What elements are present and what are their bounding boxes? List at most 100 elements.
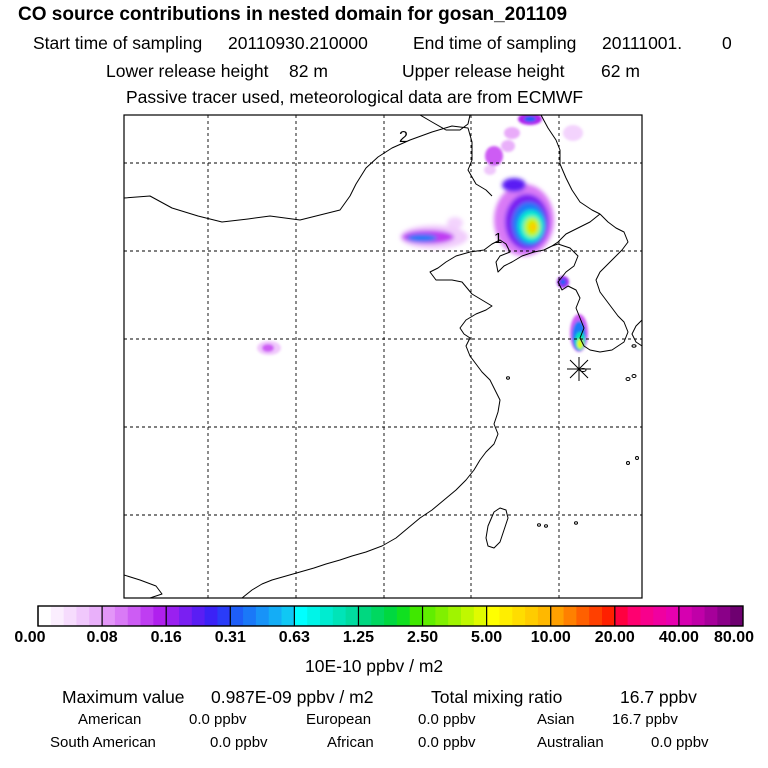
colorbar-cell	[255, 606, 270, 626]
colorbar-cell	[717, 606, 731, 626]
colorbar-cell	[422, 606, 436, 626]
total-mixing-value: 16.7 ppbv	[620, 687, 697, 707]
colorbar-tick-label: 0.31	[214, 629, 246, 646]
end-time-hour: 0	[722, 33, 732, 53]
colorbar-tick-label: 0.08	[86, 629, 118, 646]
colorbar-cell	[537, 606, 552, 626]
colorbar-cell	[179, 606, 193, 626]
colorbar-cell	[678, 606, 693, 626]
plume-beijing	[400, 217, 468, 249]
colorbar-cell	[204, 606, 218, 626]
tracer-note: Passive tracer used, meteorological data…	[126, 87, 584, 107]
region-name-australian: Australian	[537, 734, 604, 751]
map-label-2: 2	[399, 129, 408, 146]
coastlines	[124, 115, 642, 598]
colorbar-cell	[38, 606, 52, 626]
plume-bohai	[494, 178, 554, 256]
colorbar-cell	[230, 606, 244, 626]
colorbar-cell	[653, 606, 667, 626]
upper-height-label: Upper release height	[402, 61, 565, 81]
region-value-asian: 16.7 ppbv	[612, 711, 678, 728]
colorbar-tick-label: 0.16	[150, 629, 182, 646]
colorbar-cell	[666, 606, 680, 626]
map-label-1: 1	[494, 230, 502, 247]
region-value-african: 0.0 ppbv	[418, 734, 476, 751]
colorbar-cell	[320, 606, 334, 626]
colorbar-tick-label: 0.00	[14, 629, 46, 646]
region-name-american: American	[78, 711, 142, 728]
colorbar-cell	[448, 606, 462, 626]
colorbar-cell	[396, 606, 411, 626]
max-value: 0.987E-09 ppbv / m2	[211, 687, 374, 707]
colorbar-cell	[461, 606, 475, 626]
colorbar-cell	[294, 606, 308, 626]
region-value-american: 0.0 ppbv	[189, 711, 247, 728]
colorbar-cell	[525, 606, 539, 626]
colorbar-cell	[268, 606, 282, 626]
region-name-asian: Asian	[537, 711, 575, 728]
colorbar-cell	[499, 606, 513, 626]
colorbar-cell	[691, 606, 705, 626]
colorbar-cell	[704, 606, 718, 626]
region-value-australian: 0.0 ppbv	[651, 734, 709, 751]
colorbar-cell	[114, 606, 129, 626]
colorbar-cell	[127, 606, 141, 626]
colorbar-cell	[512, 606, 526, 626]
colorbar-cell	[281, 606, 295, 626]
colorbar-cell	[384, 606, 398, 626]
colorbar-cell	[50, 606, 65, 626]
colorbar-cell	[140, 606, 154, 626]
colorbar-cell	[243, 606, 257, 626]
colorbar-cell	[730, 606, 744, 626]
map-frame	[123, 114, 643, 599]
colorbar-cell	[76, 606, 90, 626]
colorbar-tick-label: 10.00	[530, 629, 571, 646]
region-name-european: European	[306, 711, 372, 728]
colorbar-cell	[63, 606, 77, 626]
colorbar-tick-label: 40.00	[658, 629, 699, 646]
colorbar-cell	[102, 606, 116, 626]
colorbar-cell	[576, 606, 590, 626]
colorbar-cell	[486, 606, 500, 626]
colorbar-cell	[550, 606, 564, 626]
colorbar-cell	[345, 606, 359, 626]
start-time-value: 20110930.210000	[228, 33, 368, 53]
colorbar-cell	[217, 606, 231, 626]
colorbar-cell	[191, 606, 206, 626]
colorbar-tick-label: 5.00	[471, 629, 503, 646]
colorbar-cell	[166, 606, 180, 626]
region-value-european: 0.0 ppbv	[418, 711, 476, 728]
end-time-label: End time of sampling	[413, 33, 577, 53]
end-time-value: 20111001.	[602, 33, 683, 53]
plot-title: CO source contributions in nested domain…	[18, 4, 568, 25]
lat-lon-grid	[124, 115, 642, 598]
colorbar-tick-label: 20.00	[594, 629, 635, 646]
colorbar-border	[37, 605, 744, 627]
colorbar-cell	[435, 606, 449, 626]
colorbar-unit: 10E-10 ppbv / m2	[305, 656, 444, 676]
colorbar-cell	[614, 606, 629, 626]
region-value-south-american: 0.0 ppbv	[210, 734, 268, 751]
colorbar-cell	[473, 606, 488, 626]
colorbar-cell	[307, 606, 321, 626]
upper-height-value: 62 m	[601, 61, 640, 81]
plume-west	[257, 341, 281, 355]
map-background	[124, 115, 642, 598]
region-name-african: African	[327, 734, 374, 751]
colorbar-cell	[153, 606, 167, 626]
lower-height-value: 82 m	[289, 61, 328, 81]
region-name-south-american: South American	[50, 734, 156, 751]
colorbar-cell	[409, 606, 423, 626]
lower-height-label: Lower release height	[106, 61, 269, 81]
colorbar-cell	[627, 606, 641, 626]
colorbar-tick-label: 2.50	[406, 629, 439, 646]
max-value-label: Maximum value	[62, 687, 185, 707]
colorbar-cell	[563, 606, 577, 626]
colorbar-tick-label: 80.00	[713, 629, 755, 646]
colorbar-cell	[640, 606, 654, 626]
colorbar-cell	[371, 606, 385, 626]
colorbar-tick-label: 0.63	[278, 629, 310, 646]
plume-northeast-top	[484, 115, 583, 175]
